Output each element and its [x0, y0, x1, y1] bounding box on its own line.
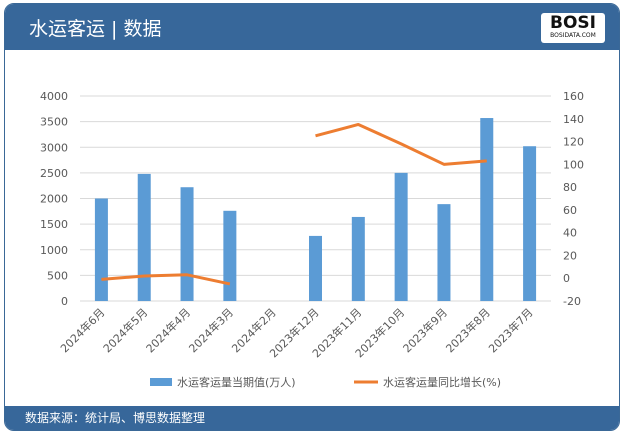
legend-bar-swatch	[150, 378, 172, 386]
page-title: 水运客运 | 数据	[29, 18, 162, 40]
y-left-tick: 2500	[40, 167, 68, 180]
bar	[351, 216, 365, 301]
x-tick: 2023年8月	[443, 305, 493, 355]
bar	[437, 204, 451, 301]
y-right-tick: 120	[563, 136, 584, 149]
x-tick: 2024年6月	[57, 305, 107, 355]
line-series	[315, 122, 487, 166]
y-left-tick: 3000	[40, 141, 68, 154]
bar	[480, 118, 494, 301]
bar	[137, 173, 151, 301]
y-left-tick: 0	[61, 295, 68, 308]
x-tick: 2023年7月	[486, 305, 536, 355]
bar	[309, 235, 322, 301]
y-left-tick: 2000	[40, 193, 68, 206]
y-left-tick: 4000	[40, 90, 68, 103]
x-tick: 2024年4月	[143, 305, 193, 355]
header: 水运客运 | 数据 BOSI BOSIDATA.COM	[5, 4, 619, 50]
y-right-tick: 40	[563, 227, 577, 240]
x-tick: 2023年9月	[400, 305, 450, 355]
line-series	[101, 273, 231, 286]
x-tick: 2024年3月	[186, 305, 236, 355]
logo: BOSI BOSIDATA.COM	[541, 13, 605, 43]
y-left-tick: 500	[47, 269, 68, 282]
bar	[94, 198, 108, 301]
y-right-tick: 20	[563, 249, 577, 262]
y-right-tick: 0	[563, 272, 570, 285]
legend-bar-label: 水运客运量当期值(万人)	[177, 375, 296, 389]
y-right-tick: 140	[563, 113, 584, 126]
y-left-tick: 1000	[40, 244, 68, 257]
y-right-tick: 160	[563, 90, 584, 103]
y-left-tick: 3500	[40, 116, 68, 129]
y-left-tick: 1500	[40, 218, 68, 231]
x-tick: 2024年5月	[100, 305, 150, 355]
bar	[394, 172, 408, 301]
y-right-tick: 100	[563, 158, 584, 171]
bar	[223, 210, 237, 301]
bar	[523, 146, 537, 301]
y-right-tick: 80	[563, 181, 577, 194]
bar	[180, 187, 194, 301]
y-right-tick: 60	[563, 204, 577, 217]
y-right-tick: -20	[563, 295, 581, 308]
legend-line-label: 水运客运量同比增长(%)	[383, 375, 501, 389]
source-note: 数据来源：统计局、博思数据整理	[5, 406, 619, 430]
